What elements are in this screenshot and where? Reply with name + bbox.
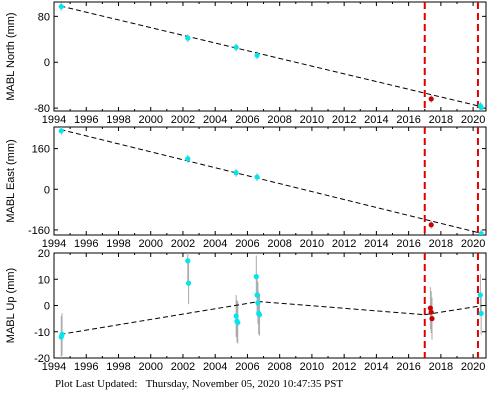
- y-tick-label: -20: [34, 353, 50, 365]
- x-tick-label: 2020: [461, 114, 485, 126]
- x-tick-label: 2000: [138, 238, 162, 250]
- y-tick-label: 20: [38, 248, 50, 260]
- data-point: [478, 231, 484, 235]
- data-point: [253, 274, 259, 280]
- data-point: [428, 309, 434, 315]
- x-tick-label: 2008: [267, 361, 291, 373]
- data-point: [428, 222, 434, 228]
- x-tick-label: 2012: [332, 238, 356, 250]
- x-tick-label: 2006: [235, 114, 259, 126]
- trend-line: [60, 301, 483, 335]
- data-point: [58, 128, 64, 134]
- x-tick-label: 1994: [42, 238, 66, 250]
- x-tick-label: 1994: [42, 114, 66, 126]
- y-tick-label: -80: [34, 103, 50, 115]
- data-point: [254, 52, 260, 58]
- plot-updated-label: Plot Last Updated:: [55, 378, 138, 390]
- x-tick-label: 2004: [203, 238, 227, 250]
- plot-area-north: [58, 2, 484, 111]
- x-tick-label: 2018: [429, 361, 453, 373]
- x-tick-label: 1998: [106, 238, 130, 250]
- panel-up: 1994 1996 1998 2000 2002 2004 2006 2008 2010 2012…: [5, 248, 487, 373]
- x-tick-label: 1998: [106, 114, 130, 126]
- data-point: [185, 258, 191, 264]
- data-point: [185, 35, 191, 41]
- x-tick-label: 1998: [106, 361, 130, 373]
- x-tick-label: 2008: [267, 114, 291, 126]
- x-tick-label: 2002: [171, 114, 195, 126]
- x-tick-label: 2016: [396, 238, 420, 250]
- data-point: [477, 292, 483, 298]
- data-point: [255, 300, 261, 306]
- data-point: [185, 156, 191, 162]
- plot-frame-east: [53, 126, 487, 236]
- panel-north: 1994 1996 1998 2000 2002 2004 2006 2008 2010 2012…: [5, 1, 487, 126]
- x-tick-label: 2020: [461, 361, 485, 373]
- plot-area-east: [58, 127, 484, 235]
- y-tick-label: -10: [34, 327, 50, 339]
- x-tick-label: 2006: [235, 361, 259, 373]
- x-tick-label: 2006: [235, 238, 259, 250]
- gps-timeseries-chart: 1994 1996 1998 2000 2002 2004 2006 2008 2010 2012…: [5, 1, 487, 373]
- data-point: [59, 331, 65, 337]
- x-tick-label: 2002: [171, 361, 195, 373]
- plot-frame-north: [53, 1, 487, 112]
- data-point: [478, 104, 484, 111]
- x-tick-label: 2004: [203, 114, 227, 126]
- x-tick-label: 2002: [171, 238, 195, 250]
- x-tick-label: 2008: [267, 238, 291, 250]
- data-point: [428, 96, 434, 102]
- y-axis-title-north: MABL North (mm): [5, 12, 17, 100]
- x-tick-label: 1996: [74, 361, 98, 373]
- x-tick-label: 2000: [138, 114, 162, 126]
- x-tick-label: 2016: [396, 361, 420, 373]
- x-tick-label: 2014: [364, 238, 388, 250]
- x-tick-label: 1994: [42, 361, 66, 373]
- y-tick-label: 0: [44, 184, 50, 196]
- data-point: [235, 319, 241, 326]
- x-tick-label: 2014: [364, 114, 388, 126]
- x-tick-label: 2010: [300, 114, 324, 126]
- data-point: [254, 292, 260, 298]
- y-tick-label: 0: [44, 301, 50, 313]
- x-tick-label: 2014: [364, 361, 388, 373]
- plot-area-up: [58, 253, 484, 358]
- x-tick-label: 2012: [332, 114, 356, 126]
- y-tick-label: 10: [38, 274, 50, 286]
- data-point: [233, 313, 239, 319]
- x-tick-label: 2016: [396, 114, 420, 126]
- x-tick-label: 2018: [429, 114, 453, 126]
- x-tick-label: 2004: [203, 361, 227, 373]
- x-tick-label: 1996: [74, 238, 98, 250]
- panel-east: 1994 1996 1998 2000 2002 2004 2006 2008 2010 2012…: [5, 126, 487, 250]
- x-tick-label: 1996: [74, 114, 98, 126]
- data-point: [233, 44, 239, 50]
- plot-updated-value: Thursday, November 05, 2020 10:47:35 PST: [145, 378, 344, 390]
- x-tick-label: 2020: [461, 238, 485, 250]
- y-tick-label: 80: [38, 11, 50, 23]
- x-tick-label: 2010: [300, 361, 324, 373]
- plot-updated-footer: Plot Last Updated: Thursday, November 05…: [55, 378, 343, 390]
- data-point: [233, 170, 239, 176]
- data-point: [256, 312, 263, 318]
- data-point: [478, 310, 484, 316]
- x-tick-label: 2000: [138, 361, 162, 373]
- y-tick-label: 0: [44, 57, 50, 69]
- y-tick-label: 160: [32, 144, 50, 156]
- plot-frame-up: [53, 252, 487, 359]
- y-tick-label: -160: [28, 225, 50, 237]
- y-axis-title-east: MABL East (mm): [5, 139, 17, 222]
- x-tick-label: 2018: [429, 238, 453, 250]
- data-point: [58, 3, 64, 10]
- trend-line: [60, 129, 483, 235]
- x-tick-label: 2012: [332, 361, 356, 373]
- x-tick-label: 2010: [300, 238, 324, 250]
- data-point: [254, 174, 260, 180]
- trend-line: [60, 5, 483, 108]
- data-point: [185, 280, 192, 286]
- y-axis-title-up: MABL Up (mm): [5, 268, 17, 343]
- data-point: [427, 305, 433, 311]
- data-point: [429, 316, 435, 322]
